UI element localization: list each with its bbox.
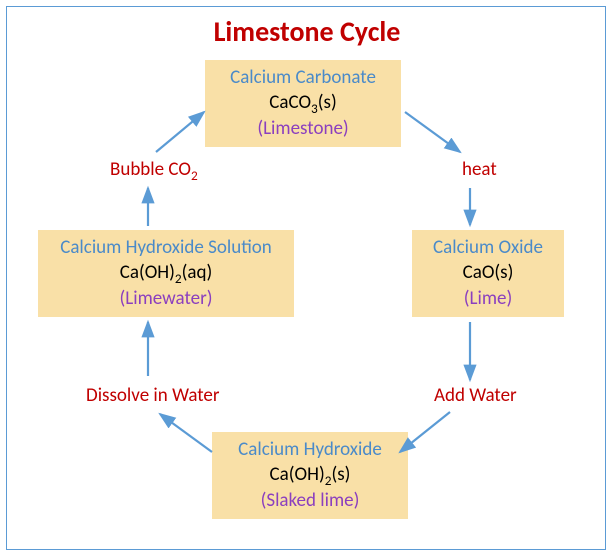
node-calcium-oxide: Calcium Oxide CaO(s) (Lime) bbox=[412, 230, 564, 317]
node-calcium-hydroxide-solution: Calcium Hydroxide Solution Ca(OH)2(aq) (… bbox=[38, 230, 294, 317]
node-formula: Ca(OH)2(s) bbox=[224, 463, 396, 489]
node-calcium-hydroxide: Calcium Hydroxide Ca(OH)2(s) (Slaked lim… bbox=[212, 432, 408, 519]
edge-label-dissolve: Dissolve in Water bbox=[86, 384, 219, 407]
edge-label-addwater: Add Water bbox=[434, 384, 517, 407]
node-common: (Slaked lime) bbox=[224, 489, 396, 514]
node-common: (Lime) bbox=[424, 287, 552, 312]
node-formula: Ca(OH)2(aq) bbox=[50, 261, 282, 287]
node-common: (Limestone) bbox=[217, 117, 389, 142]
edge-label-bubble: Bubble CO2 bbox=[110, 158, 198, 184]
node-name: Calcium Carbonate bbox=[217, 66, 389, 91]
node-calcium-carbonate: Calcium Carbonate CaCO3(s) (Limestone) bbox=[205, 60, 401, 147]
edge-label-heat: heat bbox=[462, 158, 497, 181]
node-name: Calcium Hydroxide bbox=[224, 438, 396, 463]
node-name: Calcium Hydroxide Solution bbox=[50, 236, 282, 261]
node-name: Calcium Oxide bbox=[424, 236, 552, 261]
diagram-canvas: Limestone Cycle Calcium Carbonate CaCO3(… bbox=[0, 0, 614, 557]
node-formula: CaCO3(s) bbox=[217, 91, 389, 117]
diagram-title: Limestone Cycle bbox=[0, 14, 614, 49]
node-formula: CaO(s) bbox=[424, 261, 552, 287]
node-common: (Limewater) bbox=[50, 287, 282, 312]
